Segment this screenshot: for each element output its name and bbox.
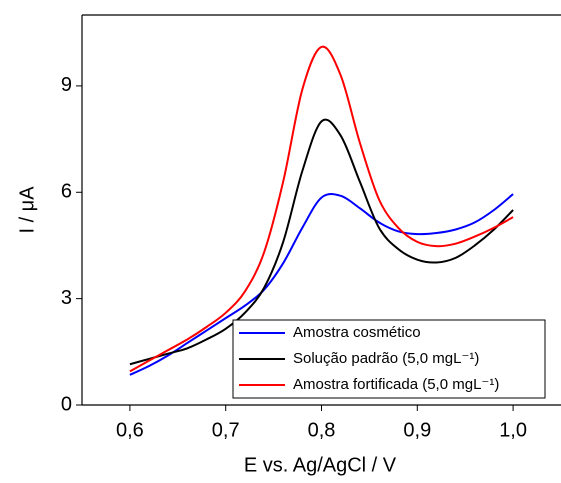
x-axis-label: E vs. Ag/AgCl / V <box>244 454 397 476</box>
x-tick-label: 1,0 <box>499 419 527 441</box>
legend-label: Amostra fortificada (5,0 mgL⁻¹) <box>293 376 499 393</box>
legend-label: Solução padrão (5,0 mgL⁻¹) <box>293 350 479 367</box>
line-series <box>129 193 514 376</box>
legend-label: Amostra cosmético <box>293 324 421 341</box>
y-tick-label: 3 <box>61 287 72 309</box>
x-tick-label: 0,7 <box>212 419 240 441</box>
y-tick-label: 9 <box>61 74 72 96</box>
line-series <box>129 118 514 366</box>
x-tick-label: 0,9 <box>403 419 431 441</box>
y-tick-label: 6 <box>61 181 72 203</box>
x-tick-label: 0,8 <box>308 419 336 441</box>
line-series <box>129 45 514 373</box>
y-tick-label: 0 <box>61 393 72 415</box>
y-axis-label: I / μA <box>16 186 38 234</box>
x-tick-label: 0,6 <box>116 419 144 441</box>
